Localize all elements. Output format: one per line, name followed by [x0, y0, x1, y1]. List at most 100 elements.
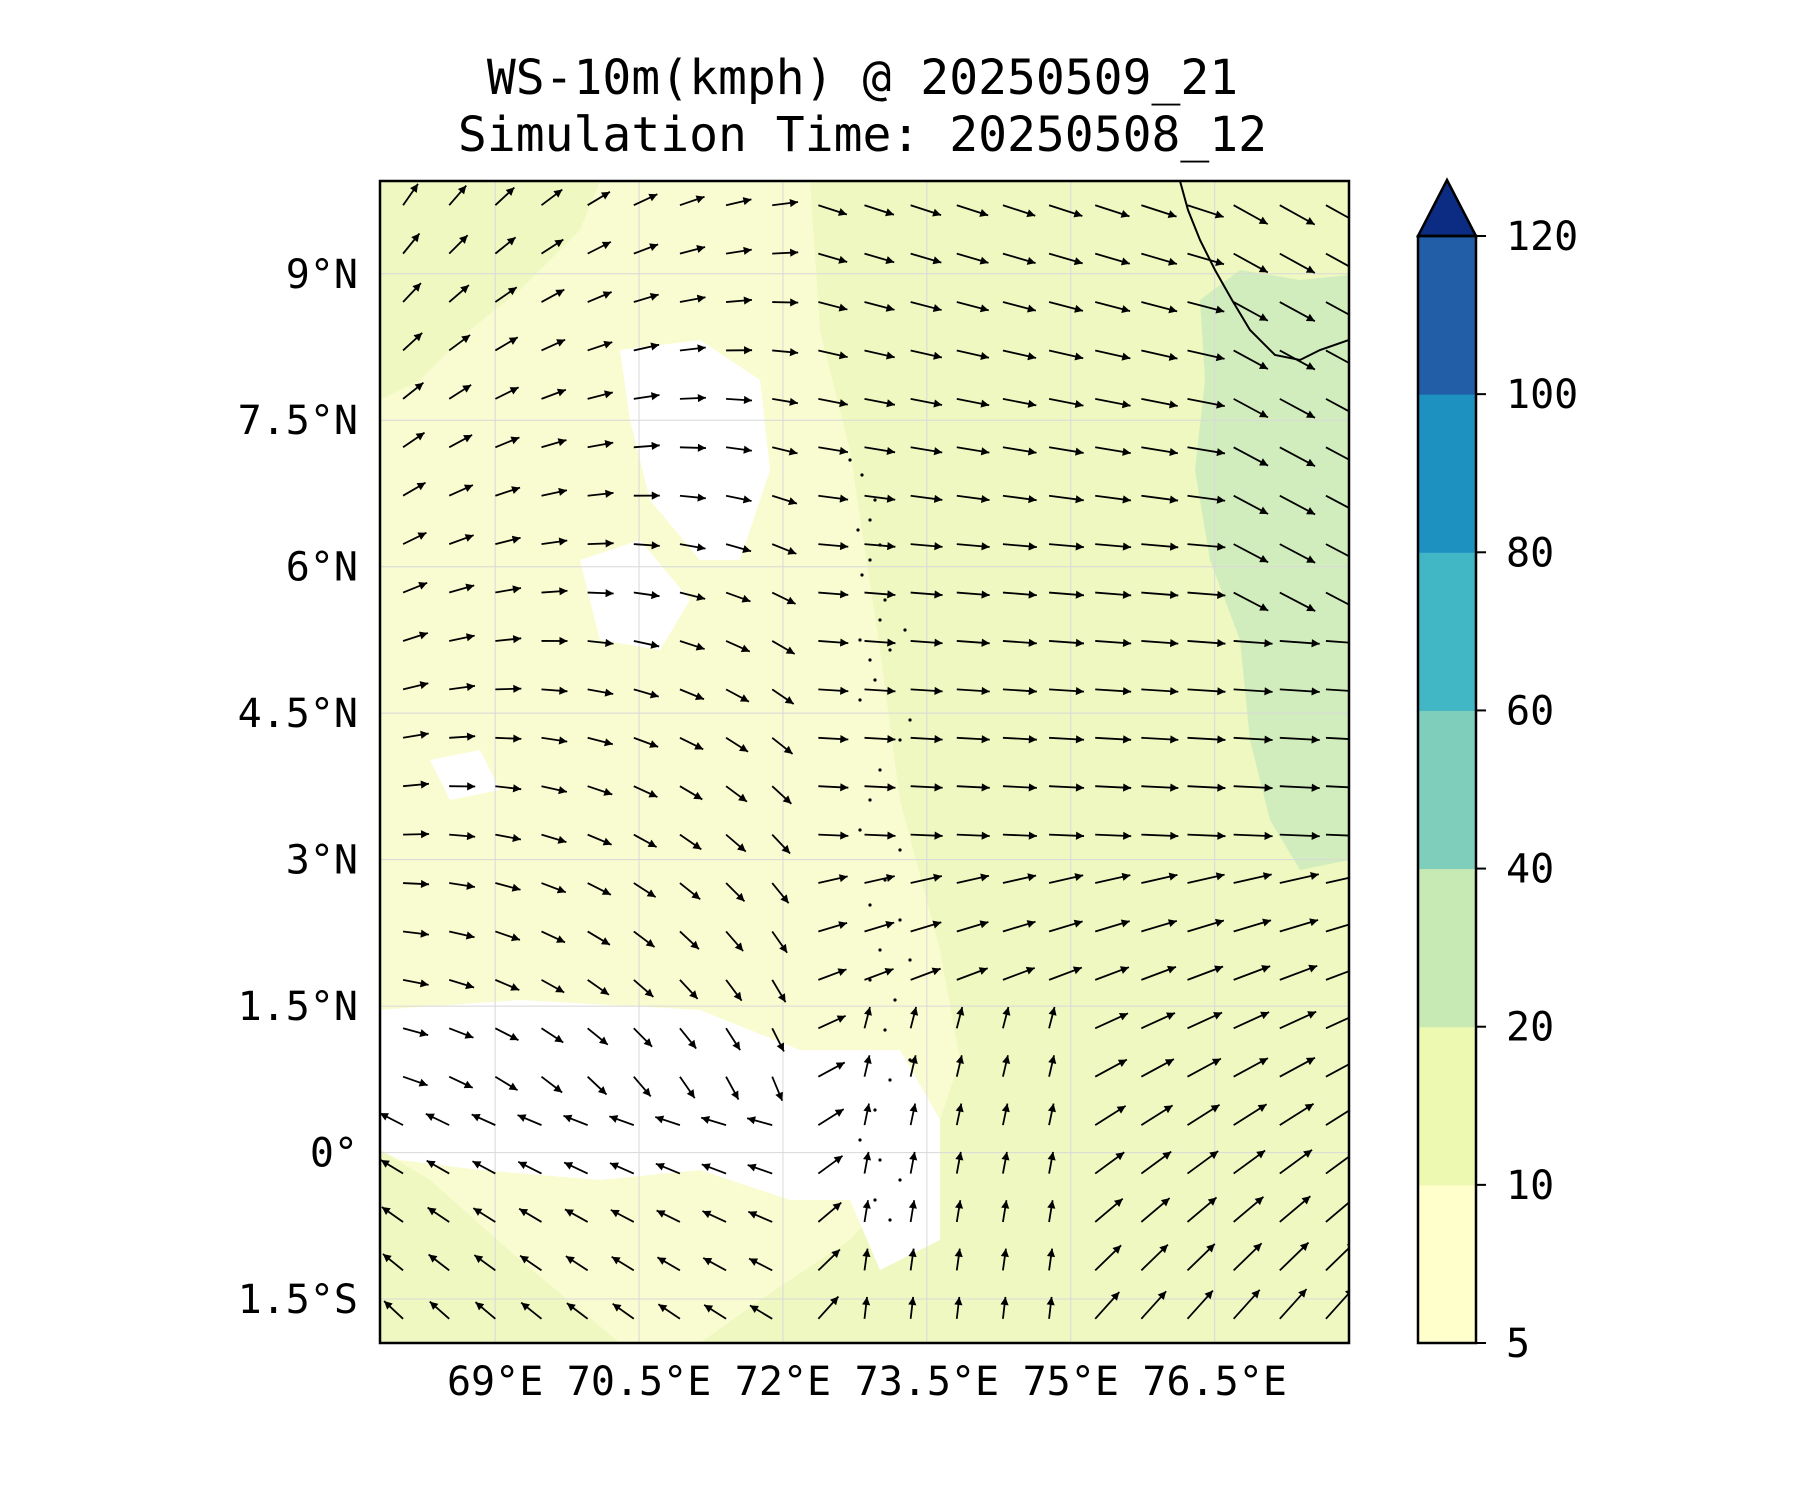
wind-arrow [955, 1055, 964, 1077]
wind-arrow [817, 1108, 845, 1126]
wind-arrow [1048, 919, 1083, 933]
wind-arrow [725, 246, 752, 255]
wind-arrow [1048, 301, 1084, 313]
wind-arrow [1325, 876, 1349, 884]
atoll-dot [860, 473, 864, 477]
wind-arrow [1279, 301, 1316, 323]
atoll-dot [858, 638, 862, 642]
wind-arrow [771, 640, 796, 655]
lat-tick-label: 3°N [286, 838, 358, 884]
wind-arrow [955, 1006, 965, 1029]
atoll-dot [888, 648, 892, 652]
wind-arrow [656, 1209, 681, 1223]
wind-arrow [725, 930, 744, 952]
colorbar-tick-label: 80 [1506, 530, 1554, 576]
wind-arrow [910, 494, 943, 503]
wind-arrow [1325, 736, 1349, 740]
wind-arrow [1095, 590, 1132, 599]
wind-arrow [1141, 542, 1179, 551]
wind-arrow [520, 1301, 543, 1320]
wind-arrow [1094, 1291, 1120, 1320]
wind-arrow [910, 873, 943, 884]
wind-arrow [587, 340, 613, 352]
wind-arrow [864, 252, 895, 264]
wind-arrow [1325, 398, 1349, 413]
wind-arrow [495, 486, 521, 497]
wind-arrow [1094, 966, 1130, 981]
wind-arrow [1141, 252, 1178, 266]
wind-arrow [1325, 1155, 1349, 1175]
wind-arrow [495, 979, 520, 991]
atoll-dot [868, 558, 872, 562]
wind-arrow [817, 1201, 842, 1223]
wind-arrow [563, 1161, 589, 1175]
wind-arrow [771, 882, 790, 904]
wind-arrow [448, 284, 470, 303]
colorbar-segment [1418, 394, 1476, 553]
wind-arrow [864, 920, 895, 933]
colorbar-segment [1418, 236, 1476, 395]
wind-arrow [746, 1116, 773, 1126]
wind-arrow [1186, 1150, 1219, 1175]
lat-tick-label: 7.5°N [238, 398, 358, 444]
wind-arrow [910, 967, 941, 981]
wind-arrow [633, 541, 660, 550]
wind-arrow [1279, 687, 1320, 696]
coastline-india [1179, 181, 1349, 362]
wind-arrow [633, 292, 659, 303]
wind-arrow [1325, 591, 1349, 606]
wind-arrow [1047, 1151, 1056, 1174]
wind-arrow [1233, 1149, 1266, 1175]
wind-arrow [1233, 965, 1271, 981]
wind-arrow [1279, 918, 1319, 933]
wind-arrow [519, 1254, 543, 1272]
wind-arrow [1002, 301, 1037, 313]
wind-arrow [772, 298, 799, 307]
wind-arrow [771, 494, 798, 506]
wind-arrow [633, 441, 660, 451]
wind-arrow [495, 734, 522, 743]
wind-arrow [679, 493, 706, 502]
wind-arrow [587, 1027, 609, 1046]
wind-arrow [818, 734, 849, 744]
wind-arrow [1002, 204, 1036, 218]
wind-arrow [864, 831, 896, 840]
wind-arrow [864, 783, 896, 792]
wind-arrow [1049, 687, 1085, 696]
wind-arrow [771, 834, 791, 855]
wind-arrow [864, 446, 896, 456]
wind-arrow [1002, 590, 1037, 599]
band-10-20-east [700, 181, 1349, 1343]
colorbar-frame [1416, 234, 1478, 1345]
colorbar-segment [1418, 552, 1476, 711]
wind-arrow [448, 484, 474, 497]
wind-arrow [725, 640, 751, 653]
wind-arrow [725, 785, 748, 803]
wind-arrow [402, 1027, 429, 1037]
wind-arrow [700, 1116, 727, 1126]
wind-arrow [1141, 638, 1179, 648]
wind-arrow [818, 301, 848, 312]
wind-arrow [612, 1302, 635, 1320]
wind-arrow [1279, 1195, 1311, 1223]
wind-arrow [679, 930, 700, 950]
wind-arrow [472, 1160, 496, 1175]
wind-arrow [494, 336, 519, 352]
wind-arrow [1279, 964, 1318, 981]
wind-arrow [495, 784, 522, 793]
wind-arrow [747, 1210, 773, 1223]
wind-arrow [655, 1162, 681, 1175]
wind-arrow [1325, 349, 1349, 364]
wind-arrow [1140, 1012, 1176, 1030]
wind-arrow [1187, 735, 1226, 744]
wind-arrow [1048, 204, 1083, 218]
wind-arrow [1233, 349, 1269, 370]
wind-arrow [1233, 872, 1272, 884]
wind-arrow [495, 436, 520, 449]
lon-tick-label: 72°E [735, 1359, 831, 1405]
wind-arrow [654, 1115, 681, 1126]
atoll-dot [883, 598, 887, 602]
wind-arrow [448, 979, 475, 990]
wind-arrow [725, 1076, 740, 1100]
wind-arrow [402, 332, 423, 352]
